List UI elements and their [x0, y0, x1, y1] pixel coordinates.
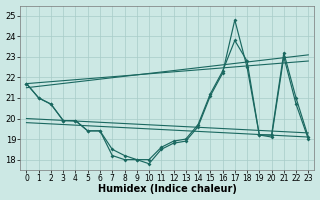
- X-axis label: Humidex (Indice chaleur): Humidex (Indice chaleur): [98, 184, 237, 194]
